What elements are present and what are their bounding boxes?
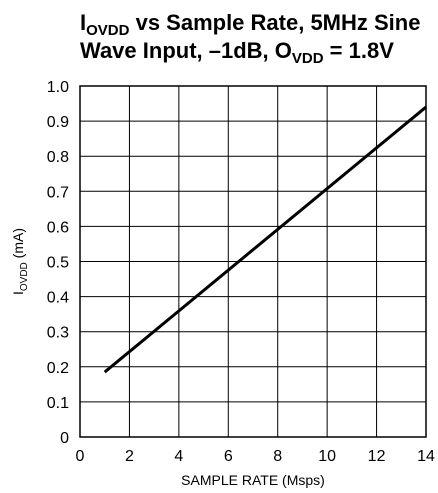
x-tick-label: 10 (318, 448, 336, 465)
y-tick-label: 0.1 (47, 395, 69, 412)
series-line (103, 105, 427, 374)
plot-frame (79, 85, 427, 438)
x-tick-label: 8 (273, 448, 282, 465)
y-tick-label: 0.6 (47, 219, 69, 236)
y-tick-labels: 0 0.1 0.2 0.3 0.4 0.5 0.6 0.7 0.8 0.9 1.0 (47, 79, 69, 447)
y-tick-label: 0.4 (47, 290, 69, 307)
x-tick-label: 14 (417, 448, 435, 465)
y-axis-label-symbol: I (10, 291, 26, 295)
x-axis-label: SAMPLE RATE (Msps) (181, 472, 325, 488)
series-layer (103, 105, 427, 374)
y-axis-label: IOVDD (mA) (10, 228, 30, 295)
title-symbol-subscript: OVDD (86, 22, 130, 39)
x-tick-label: 2 (125, 448, 134, 465)
y-tick-label: 0.3 (47, 325, 69, 342)
y-tick-label: 1.0 (47, 79, 69, 96)
x-tick-label: 4 (174, 448, 183, 465)
title-symbol-subscript-2: VDD (292, 50, 324, 67)
y-axis-label-subscript: OVDD (19, 262, 30, 291)
grid (80, 86, 426, 437)
y-tick-label: 0.9 (47, 114, 69, 131)
x-tick-label: 6 (224, 448, 233, 465)
title-text: vs Sample Rate, 5MHz Sine (129, 10, 420, 35)
chart-title-line-1: IOVDD vs Sample Rate, 5MHz Sine (80, 10, 420, 39)
x-tick-label: 12 (368, 448, 386, 465)
chart-title-line-2: Wave Input, –1dB, OVDD = 1.8V (80, 38, 394, 67)
title-text-3: = 1.8V (324, 38, 395, 63)
y-tick-label: 0.7 (47, 184, 69, 201)
y-axis-label-unit: (mA) (10, 228, 26, 262)
y-tick-label: 0 (60, 430, 69, 447)
x-tick-labels: 0 2 4 6 8 10 12 14 (76, 448, 435, 465)
y-tick-label: 0.5 (47, 255, 69, 272)
y-tick-label: 0.2 (47, 360, 69, 377)
y-tick-label: 0.8 (47, 149, 69, 166)
title-text-2: Wave Input, –1dB, O (80, 38, 292, 63)
title-symbol: I (80, 10, 86, 35)
x-tick-label: 0 (76, 448, 85, 465)
